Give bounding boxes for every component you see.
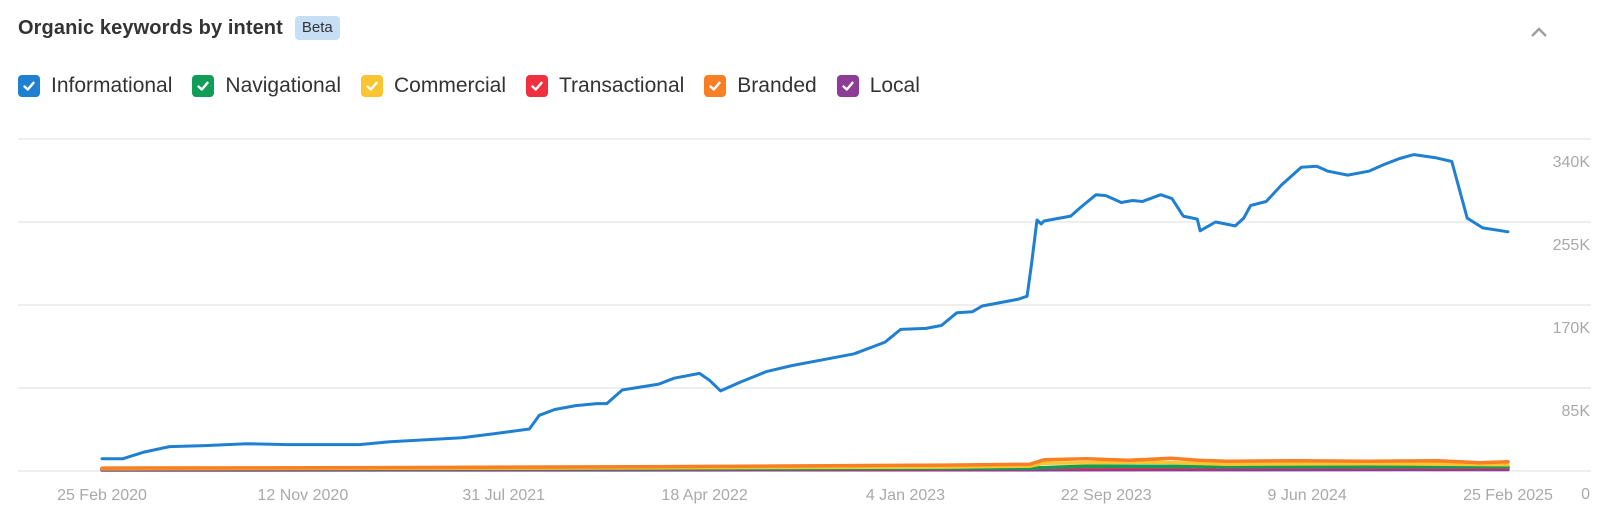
legend-item-local[interactable]: Local [836, 74, 920, 98]
chevron-up-icon [1531, 27, 1547, 37]
checkmark-icon [709, 81, 721, 91]
legend-item-transactional[interactable]: Transactional [526, 74, 684, 98]
legend-label: Navigational [225, 74, 341, 97]
collapse-button[interactable] [1527, 20, 1551, 44]
transactional-checkbox[interactable] [526, 75, 548, 97]
y-tick-label: 340K [1553, 154, 1591, 171]
checkmark-icon [531, 81, 543, 91]
y-tick-label: 0 [1581, 486, 1590, 503]
x-tick-label: 18 Apr 2022 [661, 487, 747, 504]
x-tick-label: 4 Jan 2023 [866, 487, 945, 504]
x-tick-label: 25 Feb 2025 [1463, 487, 1553, 504]
commercial-checkbox[interactable] [360, 75, 383, 97]
panel-title: Organic keywords by intent [18, 16, 283, 39]
series-legend: Informational Navigational Commercial Trans… [18, 74, 940, 98]
checkmark-icon [23, 81, 35, 91]
panel-header: Organic keywords by intent Beta [18, 16, 340, 40]
legend-label: Informational [51, 74, 173, 97]
x-tick-label: 31 Jul 2021 [462, 487, 545, 504]
local-checkbox[interactable] [836, 75, 859, 97]
beta-badge: Beta [294, 16, 340, 40]
legend-label: Branded [737, 74, 817, 97]
legend-item-navigational[interactable]: Navigational [192, 74, 341, 98]
y-tick-label: 255K [1553, 237, 1591, 254]
legend-label: Local [869, 74, 920, 97]
x-tick-label: 22 Sep 2023 [1061, 487, 1152, 504]
legend-label: Commercial [393, 74, 506, 97]
series-line-branded [100, 456, 1510, 470]
checkmark-icon [366, 81, 378, 91]
y-tick-label: 85K [1562, 403, 1591, 420]
legend-label: Transactional [559, 74, 685, 97]
informational-checkbox[interactable] [18, 75, 40, 97]
branded-checkbox[interactable] [704, 75, 727, 97]
x-tick-label: 25 Feb 2020 [57, 487, 147, 504]
legend-item-informational[interactable]: Informational [18, 74, 172, 98]
navigational-checkbox[interactable] [192, 75, 215, 97]
x-tick-label: 12 Nov 2020 [257, 487, 348, 504]
y-tick-label: 170K [1553, 320, 1591, 337]
checkmark-icon [197, 81, 210, 91]
x-tick-label: 9 Jun 2024 [1268, 487, 1347, 504]
legend-item-commercial[interactable]: Commercial [360, 74, 506, 98]
series-line-informational [100, 153, 1510, 461]
legend-item-branded[interactable]: Branded [704, 74, 817, 98]
checkmark-icon [842, 81, 854, 91]
